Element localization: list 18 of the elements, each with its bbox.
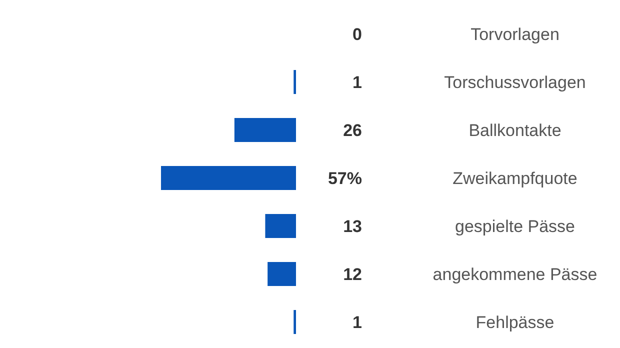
- y-tick-label: Fehlpässe: [476, 312, 554, 332]
- data-label: 26: [343, 120, 362, 140]
- y-tick-label: Torschussvorlagen: [444, 72, 586, 92]
- y-tick-label: Torvorlagen: [470, 24, 560, 44]
- bar: [161, 166, 296, 190]
- y-tick-label: Zweikampfquote: [452, 168, 578, 188]
- bar: [268, 262, 296, 286]
- y-tick-label: gespielte Pässe: [454, 216, 576, 236]
- data-label: 1: [352, 312, 362, 332]
- data-label: 0: [352, 24, 362, 44]
- bar: [234, 118, 296, 142]
- data-label: 57%: [328, 168, 362, 188]
- y-tick-label: angekommene Pässe: [432, 264, 598, 284]
- y-tick-label: Ballkontakte: [468, 120, 562, 140]
- data-label: 1: [352, 72, 362, 92]
- data-label: 13: [343, 216, 362, 236]
- data-label: 12: [343, 264, 362, 284]
- bar: [265, 214, 296, 238]
